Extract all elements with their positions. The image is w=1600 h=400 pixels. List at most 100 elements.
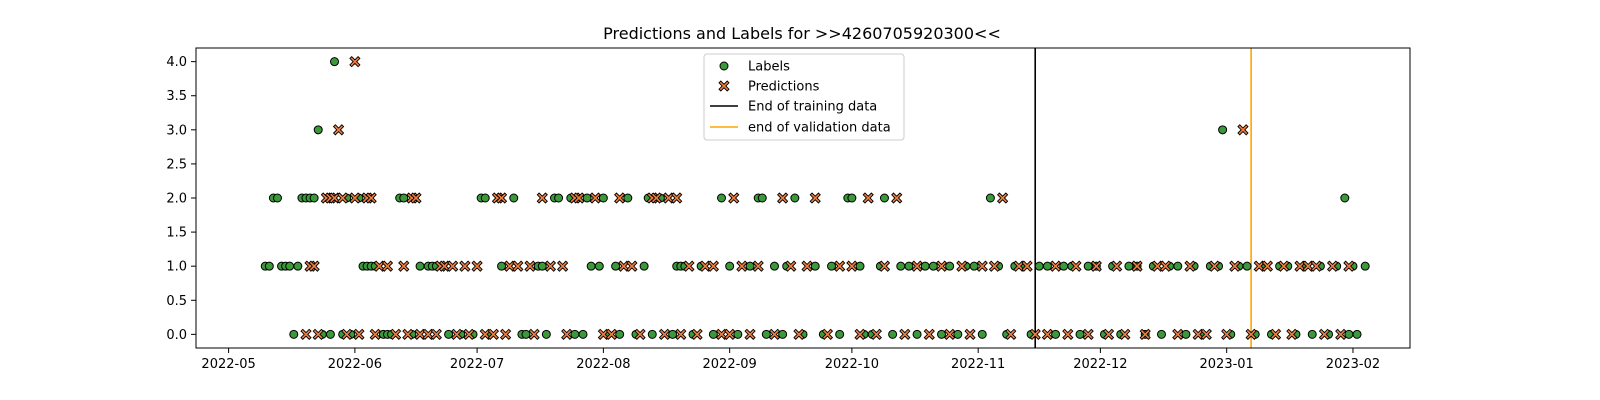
prediction-point — [471, 260, 483, 272]
prediction-point — [768, 328, 781, 341]
label-point — [1218, 125, 1228, 135]
label-point — [1242, 261, 1252, 271]
prediction-point — [834, 260, 846, 272]
prediction-point — [528, 328, 540, 341]
label-point — [855, 261, 865, 271]
label-point — [285, 261, 295, 271]
y-tick-label: 3.0 — [166, 123, 187, 138]
prediction-point — [1269, 328, 1282, 341]
label-point — [879, 193, 889, 203]
label-point — [668, 329, 678, 339]
prediction-point — [1111, 260, 1123, 272]
prediction-point — [365, 192, 377, 204]
label-point — [778, 329, 788, 339]
label-point — [1173, 261, 1183, 271]
prediction-point — [1090, 260, 1102, 272]
prediction-point — [1310, 260, 1322, 272]
prediction-point — [707, 260, 720, 272]
label-point — [1059, 261, 1069, 271]
label-point — [639, 261, 649, 271]
prediction-point — [341, 328, 353, 341]
prediction-point — [846, 260, 858, 272]
label-point — [953, 329, 963, 339]
prediction-point — [410, 192, 422, 204]
prediction-point — [389, 328, 402, 341]
label-point — [810, 261, 820, 271]
x-tick-label: 2022-09 — [703, 357, 757, 372]
prediction-point — [463, 328, 475, 341]
legend-labels-marker — [719, 61, 729, 71]
data-marks — [260, 56, 1370, 341]
label-point — [1042, 261, 1052, 271]
prediction-point — [935, 260, 948, 272]
plot-frame — [195, 47, 1411, 349]
label-point — [1344, 329, 1354, 339]
prediction-point — [728, 192, 740, 204]
label-point — [985, 193, 995, 203]
label-point — [647, 329, 657, 339]
y-tick-label: 4.0 — [166, 55, 187, 70]
prediction-point — [459, 260, 471, 272]
prediction-point — [821, 328, 834, 341]
label-point — [717, 193, 727, 203]
label-point — [1340, 193, 1350, 203]
label-point — [537, 261, 547, 271]
label-point — [769, 261, 779, 271]
label-point — [615, 329, 625, 339]
prediction-point — [870, 328, 882, 341]
label-point — [570, 329, 580, 339]
label-point — [920, 261, 930, 271]
prediction-point — [353, 328, 365, 341]
label-point — [293, 261, 303, 271]
x-tick-label: 2022-05 — [201, 357, 255, 372]
label-point — [578, 329, 588, 339]
label-point — [1083, 261, 1093, 271]
prediction-point — [605, 328, 618, 341]
label-point — [757, 193, 767, 203]
y-tick-label: 3.5 — [166, 89, 187, 104]
label-point — [1051, 329, 1061, 339]
prediction-point — [1041, 328, 1054, 341]
prediction-point — [349, 56, 361, 68]
prediction-point — [675, 328, 687, 341]
prediction-point — [536, 192, 548, 204]
label-point — [1156, 329, 1166, 339]
label-point — [586, 261, 596, 271]
label-point — [554, 193, 564, 203]
prediction-point — [691, 328, 703, 341]
prediction-point — [964, 328, 976, 341]
prediction-point — [402, 328, 414, 341]
prediction-point — [561, 328, 573, 341]
prediction-point — [634, 328, 646, 341]
prediction-point — [332, 124, 345, 136]
prediction-point — [1119, 328, 1131, 341]
prediction-point — [911, 260, 923, 272]
label-point — [415, 261, 425, 271]
label-point — [541, 329, 551, 339]
legend-validation-text: end of validation data — [748, 121, 891, 136]
label-point — [896, 261, 906, 271]
x-tick-label: 2023-01 — [1200, 357, 1254, 372]
prediction-point — [809, 192, 821, 204]
prediction-point — [744, 328, 756, 341]
label-point — [582, 193, 592, 203]
x-tick-label: 2022-06 — [328, 357, 382, 372]
label-point — [521, 329, 531, 339]
label-point — [330, 57, 340, 67]
prediction-point — [1326, 260, 1339, 272]
prediction-point — [988, 260, 1001, 272]
prediction-point — [349, 192, 361, 204]
label-point — [937, 329, 947, 339]
label-point — [790, 193, 800, 203]
axes: 2022-05 2022-06 2022-07 2022-08 2022-09 2022-… — [166, 55, 1380, 372]
prediction-point — [1029, 328, 1041, 341]
y-tick-label: 2.5 — [166, 157, 187, 172]
label-point — [1360, 261, 1370, 271]
prediction-point — [1200, 328, 1212, 341]
prediction-point — [1208, 260, 1221, 272]
prediction-point — [944, 328, 956, 341]
prediction-point — [1261, 260, 1274, 272]
label-point — [1307, 329, 1317, 339]
label-point — [912, 329, 922, 339]
x-tick-label: 2022-10 — [825, 357, 879, 372]
